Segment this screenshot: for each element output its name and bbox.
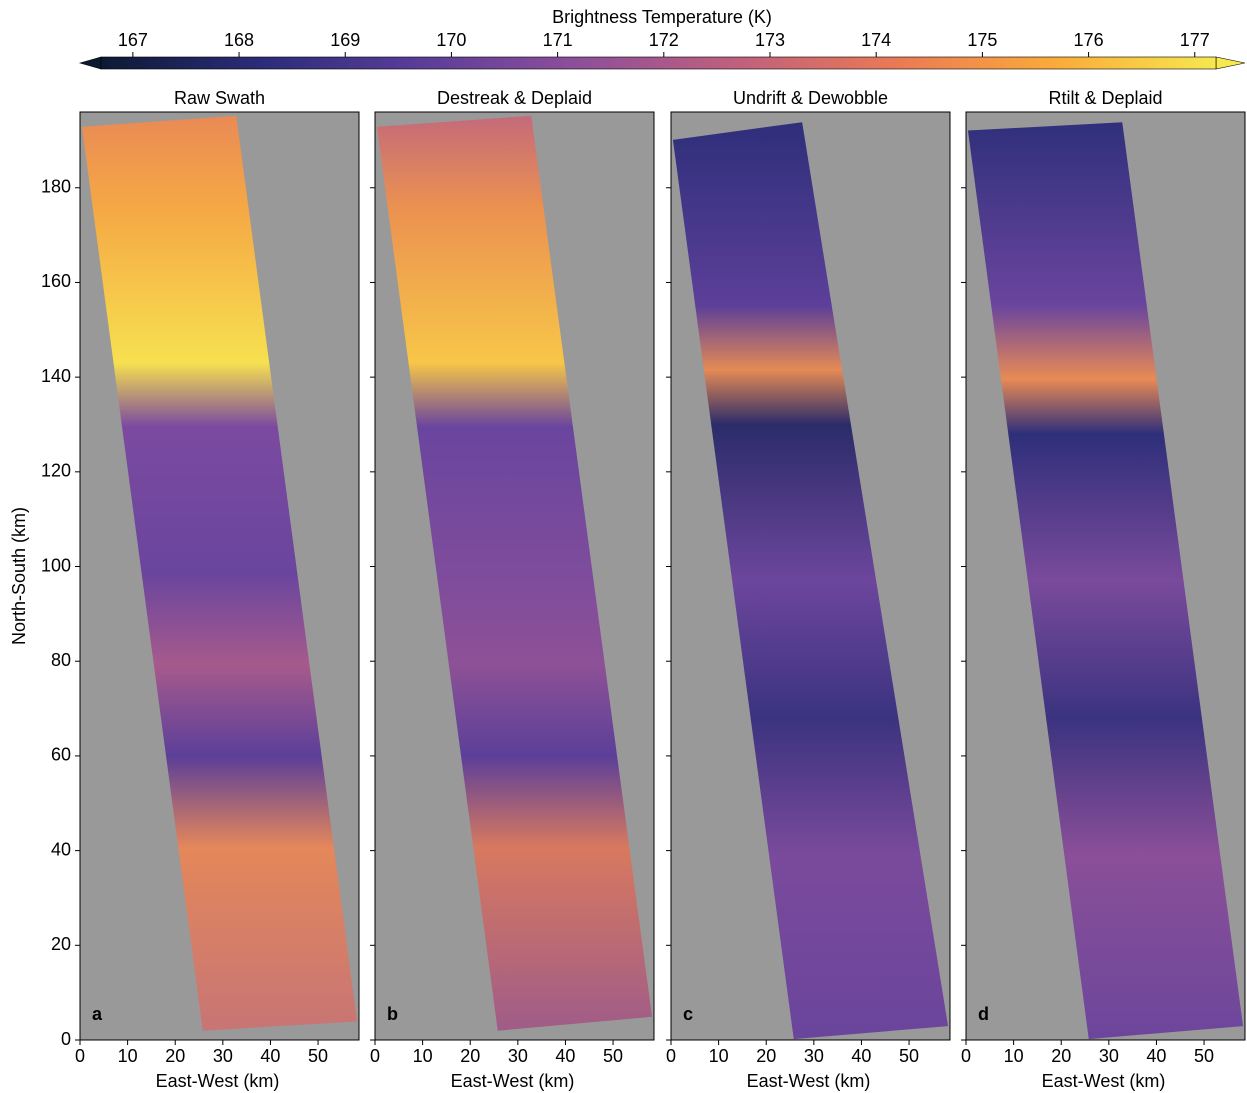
panel-title: Undrift & Dewobble (733, 88, 888, 108)
x-tick-label: 30 (508, 1046, 528, 1066)
x-tick-label: 20 (165, 1046, 185, 1066)
y-tick-label: 60 (51, 745, 71, 765)
y-tick-label: 160 (41, 271, 71, 291)
x-tick-label: 20 (756, 1046, 776, 1066)
x-tick-label: 20 (460, 1046, 480, 1066)
x-tick-label: 0 (75, 1046, 85, 1066)
x-tick-label: 40 (851, 1046, 871, 1066)
x-tick-label: 0 (961, 1046, 971, 1066)
swath-image (967, 122, 1244, 1040)
colorbar-tick-label: 174 (861, 30, 891, 50)
swath-image (81, 115, 358, 1031)
colorbar-tick-label: 176 (1074, 30, 1104, 50)
swath-image (376, 115, 653, 1031)
panel-title: Raw Swath (174, 88, 265, 108)
x-tick-label: 0 (666, 1046, 676, 1066)
x-tick-label: 50 (899, 1046, 919, 1066)
y-tick-label: 180 (41, 177, 71, 197)
panel-letter: d (978, 1004, 989, 1024)
x-tick-label: 30 (804, 1046, 824, 1066)
colorbar-tick-label: 172 (649, 30, 679, 50)
y-tick-label: 40 (51, 839, 71, 859)
panel-title: Destreak & Deplaid (437, 88, 592, 108)
x-tick-label: 40 (260, 1046, 280, 1066)
x-tick-label: 20 (1051, 1046, 1071, 1066)
x-tick-label: 50 (603, 1046, 623, 1066)
y-tick-label: 80 (51, 650, 71, 670)
plot-frame (79, 111, 360, 1041)
y-tick-label: 0 (61, 1029, 71, 1049)
x-tick-label: 10 (709, 1046, 729, 1066)
x-tick-label: 50 (308, 1046, 328, 1066)
colorbar-extend-high (1215, 56, 1246, 70)
plot-frame (670, 111, 951, 1041)
colorbar-extend-low (78, 56, 102, 70)
x-axis-label: East-West (km) (156, 1071, 280, 1091)
plot-frame (374, 111, 655, 1041)
panel-letter: c (683, 1004, 693, 1024)
x-tick-label: 30 (1099, 1046, 1119, 1066)
panel-letter: a (92, 1004, 103, 1024)
plot-frame (965, 111, 1246, 1041)
x-tick-label: 0 (370, 1046, 380, 1066)
x-axis-label: East-West (km) (747, 1071, 871, 1091)
y-tick-label: 120 (41, 461, 71, 481)
panel-letter: b (387, 1004, 398, 1024)
x-tick-label: 10 (413, 1046, 433, 1066)
y-tick-label: 100 (41, 555, 71, 575)
colorbar-tick-label: 171 (543, 30, 573, 50)
colorbar-label: Brightness Temperature (K) (552, 7, 772, 27)
swath-image (672, 122, 949, 1040)
panel-title: Rtilt & Deplaid (1048, 88, 1162, 108)
y-axis-label: North-South (km) (9, 507, 29, 645)
x-tick-label: 10 (118, 1046, 138, 1066)
colorbar (100, 56, 1217, 70)
colorbar-tick-label: 175 (967, 30, 997, 50)
y-tick-label: 20 (51, 934, 71, 954)
colorbar-tick-label: 177 (1180, 30, 1210, 50)
x-tick-label: 30 (213, 1046, 233, 1066)
x-tick-label: 40 (555, 1046, 575, 1066)
colorbar-tick-label: 167 (118, 30, 148, 50)
x-axis-label: East-West (km) (451, 1071, 575, 1091)
colorbar-tick-label: 168 (224, 30, 254, 50)
y-tick-label: 140 (41, 366, 71, 386)
x-tick-label: 50 (1194, 1046, 1214, 1066)
x-tick-label: 40 (1146, 1046, 1166, 1066)
colorbar-tick-label: 170 (436, 30, 466, 50)
x-tick-label: 10 (1004, 1046, 1024, 1066)
colorbar-tick-label: 169 (330, 30, 360, 50)
colorbar-tick-label: 173 (755, 30, 785, 50)
x-axis-label: East-West (km) (1042, 1071, 1166, 1091)
